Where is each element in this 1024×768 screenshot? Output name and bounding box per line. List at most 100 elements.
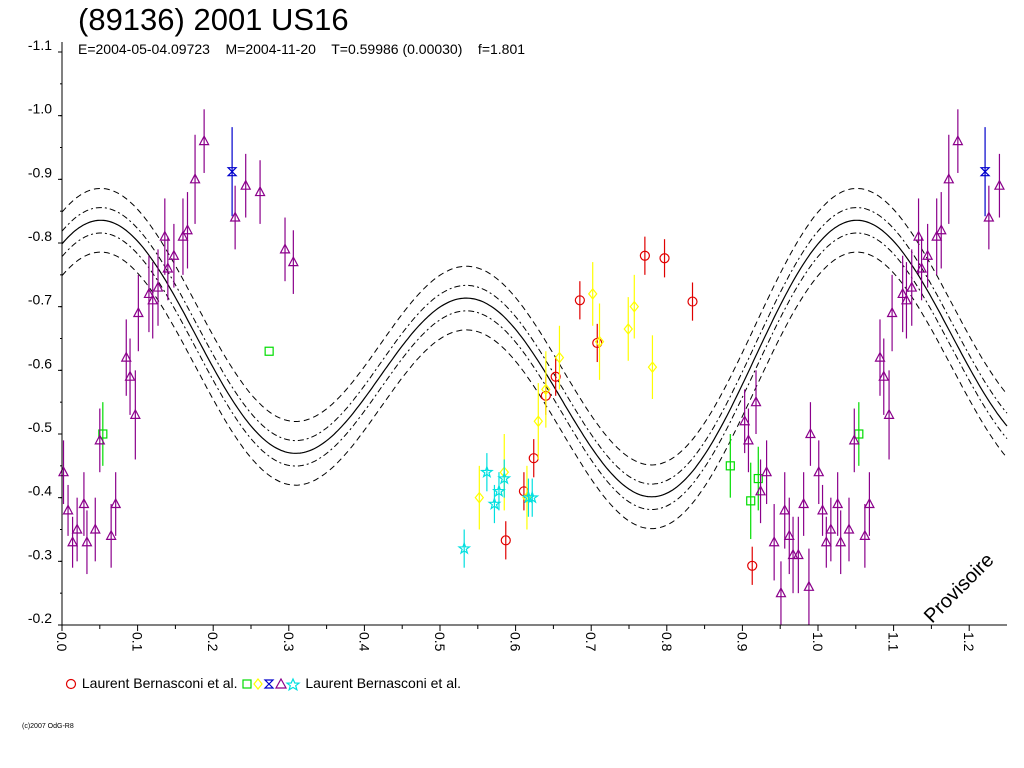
data-point-square — [753, 473, 763, 484]
data-point-triangle — [900, 294, 912, 305]
data-point-diamond — [554, 351, 565, 364]
x-tick-label: 0.9 — [734, 632, 750, 652]
data-point-square — [264, 346, 274, 356]
data-point-triangle — [739, 414, 751, 426]
x-tick-label: 0.5 — [432, 632, 448, 652]
data-point-square — [98, 429, 108, 439]
data-point-triangle — [832, 497, 844, 509]
chart-subtitle: E=2004-05-04.09723 M=2004-11-20 T=0.5998… — [78, 41, 526, 57]
data-point-star — [479, 464, 494, 479]
x-tick-label: 0.3 — [281, 632, 297, 652]
legend-entry-2: Laurent Bernasconi et al. — [305, 675, 461, 691]
y-tick-label: -0.2 — [28, 610, 52, 626]
y-tick-label: -0.3 — [28, 546, 52, 562]
copyright-notice: (c)2007 OdG-R8 — [22, 723, 74, 730]
data-point-circle — [687, 296, 698, 307]
data-point-triangle — [159, 230, 171, 241]
data-point-triangle — [863, 497, 875, 509]
y-tick-label: -1.1 — [28, 37, 52, 53]
data-point-triangle — [792, 548, 804, 560]
data-point-circle — [550, 371, 561, 382]
data-point-star — [491, 483, 506, 498]
legend-circle-marker — [65, 679, 77, 690]
data-point-circle — [659, 253, 670, 264]
data-point-triangle — [89, 523, 101, 534]
data-point-triangle — [825, 523, 837, 534]
data-point-triangle — [922, 249, 934, 260]
data-point-triangle — [94, 434, 106, 445]
data-point-star — [497, 471, 512, 485]
data-point-triangle — [189, 173, 201, 184]
data-point-triangle — [993, 179, 1005, 190]
data-point-triangle — [254, 185, 266, 197]
data-point-triangle — [798, 497, 810, 509]
data-point-triangle — [152, 281, 164, 292]
fit-curve-dashed-lower — [61, 188, 1008, 466]
data-point-triangle — [878, 370, 890, 381]
data-point-hourglass — [979, 167, 991, 177]
data-point-triangle — [835, 535, 847, 547]
x-tick-label: 0.0 — [54, 632, 70, 652]
data-point-diamond — [474, 491, 485, 504]
data-point-triangle — [874, 351, 886, 362]
data-point-triangle — [779, 504, 791, 515]
data-point-square — [725, 461, 735, 471]
data-point-triangle — [124, 370, 136, 381]
data-point-star — [487, 496, 502, 511]
data-point-triangle — [120, 351, 132, 362]
data-point-triangle — [848, 434, 860, 445]
data-point-triangle — [132, 306, 144, 318]
data-point-square — [746, 496, 756, 506]
data-point-triangle — [177, 230, 189, 241]
legend: Laurent Bernasconi et al. Laurent Bernas… — [64, 674, 461, 692]
fit-curve-dashdot-upper — [61, 232, 1008, 510]
data-point-diamond — [629, 300, 640, 313]
data-point-triangle — [906, 281, 918, 292]
y-tick-label: -0.4 — [28, 483, 52, 499]
data-point-diamond — [623, 322, 634, 335]
x-tick-label: 0.2 — [205, 632, 221, 652]
data-point-triangle — [768, 535, 780, 547]
data-point-triangle — [886, 306, 898, 318]
data-point-triangle — [198, 134, 210, 146]
data-point-triangle — [943, 173, 955, 184]
data-point-star — [525, 490, 540, 504]
fit-curve-dashdot-lower — [61, 207, 1008, 485]
data-point-triangle — [820, 535, 832, 547]
data-point-triangle — [803, 580, 815, 591]
data-point-triangle — [750, 395, 762, 407]
x-tick-label: 0.4 — [356, 632, 372, 652]
legend-entry-1: Laurent Bernasconi et al. — [81, 675, 238, 691]
x-tick-label: 1.2 — [961, 632, 977, 652]
y-tick-label: -1.0 — [28, 101, 52, 117]
data-point-triangle — [162, 262, 174, 273]
data-point-diamond — [533, 415, 544, 428]
x-tick-label: 0.8 — [659, 632, 675, 652]
fit-curve — [61, 219, 1008, 498]
data-point-triangle — [775, 586, 787, 598]
data-point-triangle — [129, 408, 141, 419]
x-tick-label: 1.0 — [810, 632, 826, 652]
data-point-triangle — [742, 434, 754, 445]
y-tick-label: -0.5 — [28, 419, 52, 435]
data-point-triangle — [67, 535, 79, 547]
x-tick-label: 0.1 — [130, 632, 146, 652]
data-point-hourglass — [226, 167, 238, 177]
data-point-triangle — [279, 243, 291, 254]
fit-curve-dashed-upper — [61, 251, 1008, 530]
data-point-triangle — [843, 523, 855, 534]
y-tick-label: -0.6 — [28, 355, 52, 371]
data-point-triangle — [229, 211, 241, 222]
data-point-diamond — [587, 287, 598, 300]
data-point-triangle — [952, 134, 964, 146]
data-point-triangle — [813, 465, 825, 477]
data-point-circle — [639, 250, 650, 261]
data-point-diamond — [647, 361, 658, 374]
legend-multi-markers — [242, 677, 302, 692]
data-point-triangle — [181, 223, 193, 235]
data-point-triangle — [916, 262, 928, 273]
data-point-triangle — [755, 485, 767, 496]
data-point-triangle — [147, 294, 159, 305]
data-point-diamond — [594, 335, 605, 348]
y-tick-label: -0.7 — [28, 292, 52, 308]
